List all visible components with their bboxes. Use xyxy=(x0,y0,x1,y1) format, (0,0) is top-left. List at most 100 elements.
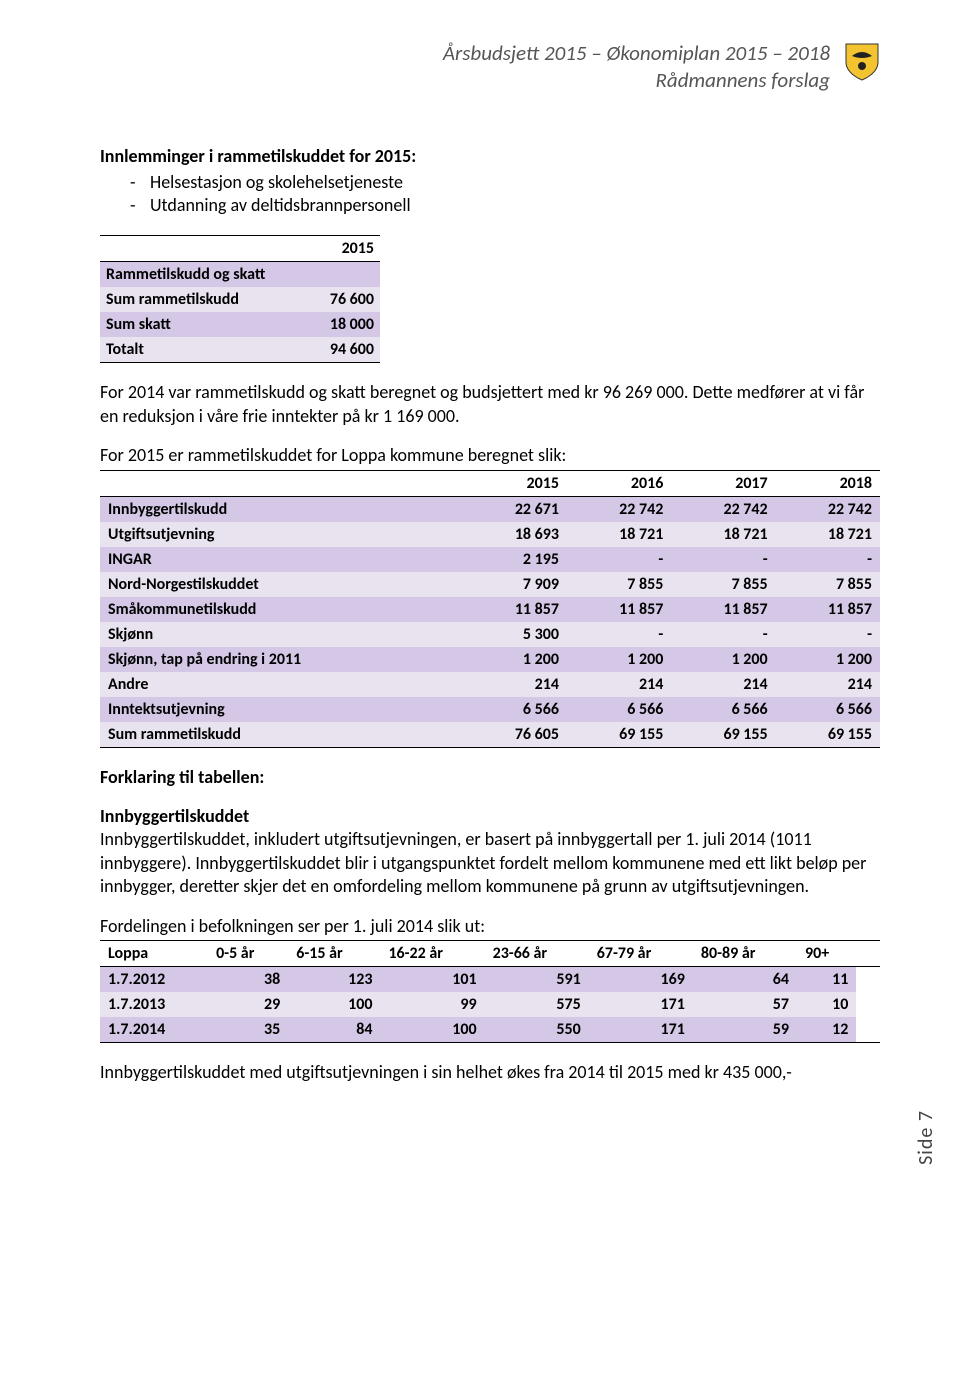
main-table-intro: For 2015 er rammetilskuddet for Loppa ko… xyxy=(100,444,880,467)
cell-label: Inntektsutjevning xyxy=(100,697,463,722)
table-row: Sum rammetilskudd76 600 xyxy=(100,287,380,312)
cell-value: 6 566 xyxy=(671,697,775,722)
rammetilskudd-summary-table: 2015 Rammetilskudd og skattSum rammetils… xyxy=(100,235,380,363)
cell-value: - xyxy=(671,547,775,572)
cell-value: 7 855 xyxy=(671,572,775,597)
explain-heading: Forklaring til tabellen: xyxy=(100,766,880,789)
cell-value: 1 200 xyxy=(463,647,567,672)
cell-label: 1.7.2013 xyxy=(100,992,208,1017)
population-table: Loppa0-5 år6-15 år16-22 år23-66 år67-79 … xyxy=(100,940,880,1043)
cell-value: 6 566 xyxy=(463,697,567,722)
cell-value: 22 742 xyxy=(567,496,671,522)
table-row: Totalt94 600 xyxy=(100,337,380,363)
cell-value: 11 857 xyxy=(463,597,567,622)
cell-value: 10 xyxy=(797,992,856,1017)
cell-value: 1 200 xyxy=(671,647,775,672)
cell-value: 69 155 xyxy=(671,722,775,748)
cell-value: 171 xyxy=(589,992,693,1017)
innbyggertilskudd-paragraph: Innbyggertilskuddet, inkludert utgiftsut… xyxy=(100,828,880,898)
cell-value: - xyxy=(567,622,671,647)
cell-value: 575 xyxy=(485,992,589,1017)
cell-value: 7 855 xyxy=(567,572,671,597)
cell-value: 214 xyxy=(567,672,671,697)
cell-value: 101 xyxy=(380,966,484,992)
cell-label: 1.7.2014 xyxy=(100,1017,208,1043)
cell-value: 5 300 xyxy=(463,622,567,647)
header-line-1: Årsbudsjett 2015 – Økonomiplan 2015 – 20… xyxy=(100,40,830,67)
cell-value: 38 xyxy=(208,966,288,992)
table-row: Småkommunetilskudd11 85711 85711 85711 8… xyxy=(100,597,880,622)
table-row: 1.7.2012381231015911696411 xyxy=(100,966,880,992)
cell-label: Innbyggertilskudd xyxy=(100,496,463,522)
th: 67-79 år xyxy=(589,940,693,966)
intro-heading: Innlemminger i rammetilskuddet for 2015: xyxy=(100,145,880,167)
pop-table-intro: Fordelingen i befolkningen ser per 1. ju… xyxy=(100,915,880,938)
cell-value: 69 155 xyxy=(567,722,671,748)
cell-label: Rammetilskudd og skatt xyxy=(100,262,311,288)
cell-label: Sum rammetilskudd xyxy=(100,722,463,748)
table-row: 1.7.201435841005501715912 xyxy=(100,1017,880,1043)
closing-paragraph: Innbyggertilskuddet med utgiftsutjevning… xyxy=(100,1061,880,1084)
cell-value: 18 721 xyxy=(671,522,775,547)
cell-label: Totalt xyxy=(100,337,311,363)
cell-value: 18 693 xyxy=(463,522,567,547)
cell-value: - xyxy=(567,547,671,572)
table-row: Sum skatt18 000 xyxy=(100,312,380,337)
table-row: Innbyggertilskudd22 67122 74222 74222 74… xyxy=(100,496,880,522)
th: Loppa xyxy=(100,940,208,966)
cell-value: 7 909 xyxy=(463,572,567,597)
table-row: Rammetilskudd og skatt xyxy=(100,262,380,288)
th: 0-5 år xyxy=(208,940,288,966)
cell-value: 11 xyxy=(797,966,856,992)
cell-value: 18 721 xyxy=(567,522,671,547)
municipal-crest-icon xyxy=(844,42,880,82)
bullet-item: Helsestasjon og skolehelsetjeneste xyxy=(130,171,880,194)
cell-value: 11 857 xyxy=(671,597,775,622)
cell-value: - xyxy=(776,547,880,572)
table-row: Skjønn5 300--- xyxy=(100,622,880,647)
cell-value: - xyxy=(776,622,880,647)
cell-value: 76 600 xyxy=(311,287,380,312)
cell-value: 169 xyxy=(589,966,693,992)
table-row: Andre214214214214 xyxy=(100,672,880,697)
cell-value: 18 000 xyxy=(311,312,380,337)
cell-value: 18 721 xyxy=(776,522,880,547)
cell-value xyxy=(311,262,380,288)
cell-label: Småkommunetilskudd xyxy=(100,597,463,622)
rammetilskudd-detail-table: 2015201620172018 Innbyggertilskudd22 671… xyxy=(100,470,880,748)
table-row: Sum rammetilskudd76 60569 15569 15569 15… xyxy=(100,722,880,748)
cell-value: 99 xyxy=(380,992,484,1017)
cell-value: 69 155 xyxy=(776,722,880,748)
cell-value: 214 xyxy=(671,672,775,697)
cell-value: 59 xyxy=(693,1017,797,1043)
page-number: Side 7 xyxy=(914,1110,938,1165)
page-header: Årsbudsjett 2015 – Økonomiplan 2015 – 20… xyxy=(100,40,880,95)
cell-label: Sum skatt xyxy=(100,312,311,337)
th: 2018 xyxy=(776,470,880,496)
cell-value: 6 566 xyxy=(567,697,671,722)
cell-label: Utgiftsutjevning xyxy=(100,522,463,547)
table-row: INGAR2 195--- xyxy=(100,547,880,572)
bullet-item: Utdanning av deltidsbrannpersonell xyxy=(130,194,880,217)
th: 6-15 år xyxy=(288,940,380,966)
cell-value: 94 600 xyxy=(311,337,380,363)
th: 90+ xyxy=(797,940,856,966)
cell-value: 1 200 xyxy=(776,647,880,672)
cell-value: 2 195 xyxy=(463,547,567,572)
cell-value: 214 xyxy=(463,672,567,697)
th xyxy=(856,940,880,966)
cell-value: 123 xyxy=(288,966,380,992)
cell-label: 1.7.2012 xyxy=(100,966,208,992)
cell-label: Nord-Norgestilskuddet xyxy=(100,572,463,597)
paragraph-reduction: For 2014 var rammetilskudd og skatt bere… xyxy=(100,381,880,428)
table-row: Nord-Norgestilskuddet7 9097 8557 8557 85… xyxy=(100,572,880,597)
cell-value: 171 xyxy=(589,1017,693,1043)
th-blank xyxy=(100,236,311,262)
cell-label: Andre xyxy=(100,672,463,697)
cell-label: Skjønn, tap på endring i 2011 xyxy=(100,647,463,672)
cell-value: - xyxy=(671,622,775,647)
cell-value: 100 xyxy=(380,1017,484,1043)
table-row: Utgiftsutjevning18 69318 72118 72118 721 xyxy=(100,522,880,547)
th: 2016 xyxy=(567,470,671,496)
innbyggertilskudd-subhead: Innbyggertilskuddet xyxy=(100,805,880,828)
